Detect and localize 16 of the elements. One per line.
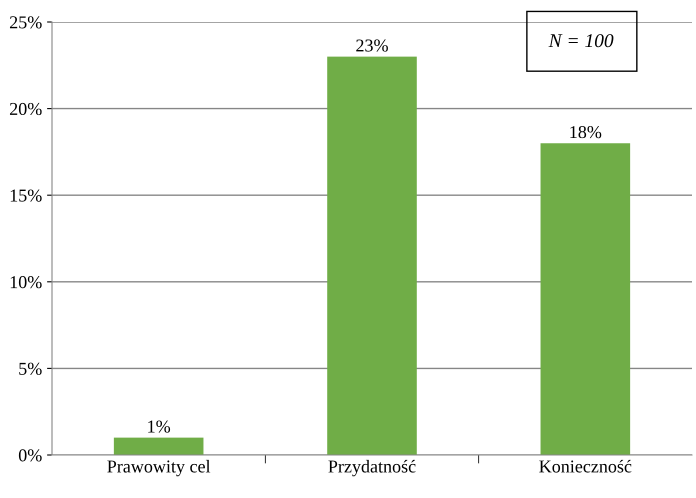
x-tick-label: Konieczność: [539, 460, 632, 473]
data-label: 1%: [148, 420, 170, 433]
bar: [327, 56, 417, 455]
annotation: N = 100: [548, 34, 614, 48]
data-label: 18%: [570, 126, 602, 138]
y-tick-label: 20%: [10, 102, 42, 116]
bar: [114, 438, 204, 455]
x-tick-label: Przydatność: [328, 460, 416, 476]
bar: [540, 143, 630, 455]
y-tick-label: 5%: [19, 362, 42, 375]
y-tick-label: 0%: [18, 449, 42, 462]
y-tick-label: 15%: [10, 189, 42, 202]
y-tick-label: 10%: [10, 276, 42, 288]
y-tick-label: 25%: [10, 16, 42, 28]
data-label: 23%: [356, 39, 388, 52]
x-tick-label: Prawowity cel: [107, 460, 210, 476]
